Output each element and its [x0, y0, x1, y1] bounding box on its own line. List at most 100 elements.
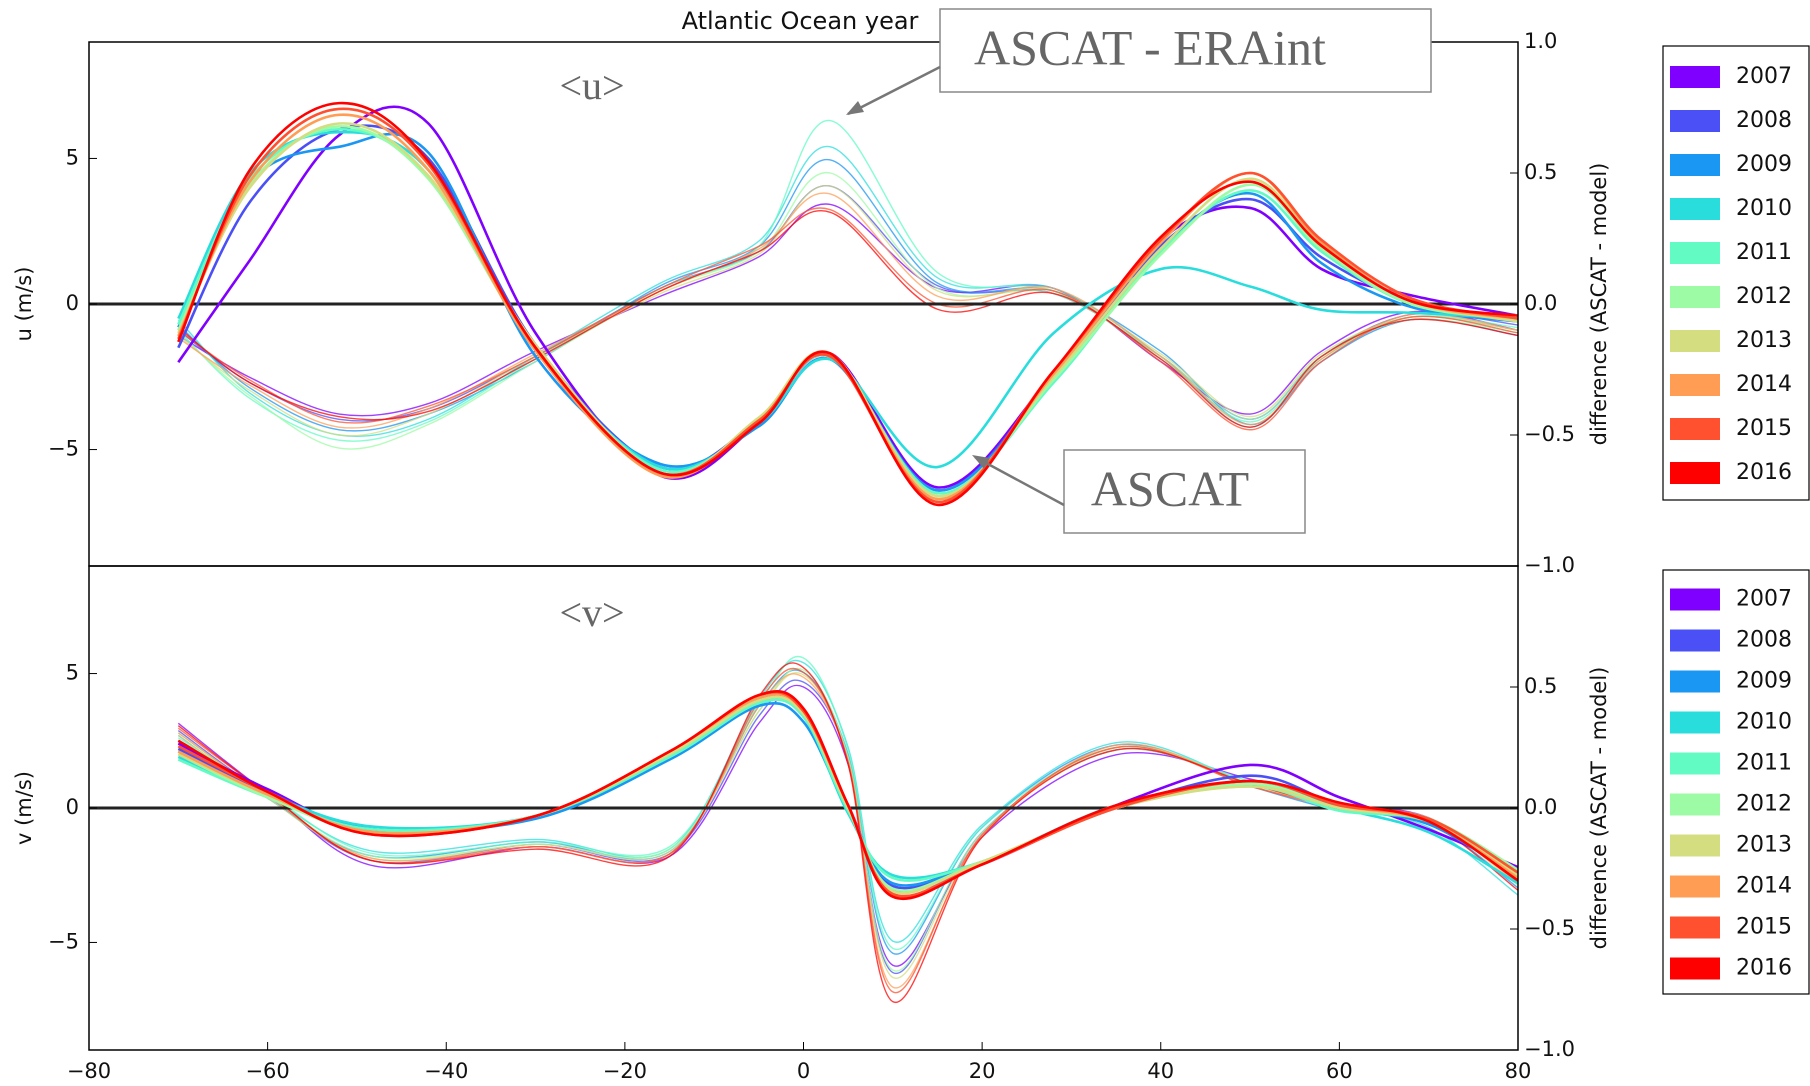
- series-line: [177, 207, 1518, 431]
- legend-swatch: [1670, 374, 1720, 396]
- y-axis-label: u (m/s): [12, 267, 36, 342]
- legend-swatch: [1670, 418, 1720, 440]
- legend-label: 2011: [1736, 240, 1792, 265]
- annotation: ASCAT - ERAint: [974, 19, 1326, 75]
- series-line: [177, 701, 1518, 887]
- series-line: [177, 107, 1518, 504]
- legend-swatch: [1670, 916, 1720, 939]
- y2-axis-label: difference (ASCAT - model): [1587, 667, 1611, 950]
- annotation: ASCAT: [1091, 460, 1249, 516]
- y2-tick-label: −1.0: [1524, 1037, 1575, 1061]
- legend-label: 2008: [1736, 108, 1792, 133]
- legend-label: 2013: [1736, 328, 1792, 353]
- series-line: [177, 185, 1518, 437]
- legend-label: 2009: [1736, 152, 1792, 177]
- legend-label: 2015: [1736, 915, 1792, 940]
- y2-tick-label: 0.5: [1524, 674, 1557, 698]
- y2-tick-label: −1.0: [1524, 553, 1575, 577]
- legend-label: 2014: [1736, 874, 1792, 899]
- legend-label: 2007: [1736, 64, 1792, 89]
- series-line: [177, 210, 1518, 428]
- series-line: [177, 192, 1518, 429]
- legend-label: 2015: [1736, 416, 1792, 441]
- annotation: <u>: [559, 63, 624, 108]
- arrow-head: [972, 455, 990, 469]
- legend-swatch: [1670, 286, 1720, 308]
- series-line: [177, 132, 1518, 492]
- y-tick-label: 0: [66, 291, 79, 315]
- plot-area: [89, 655, 1518, 1003]
- series-line: [177, 172, 1518, 450]
- series-line: [177, 105, 1518, 489]
- x-tick-label: −60: [245, 1059, 289, 1083]
- x-tick-label: −20: [603, 1059, 647, 1083]
- series-line: [177, 698, 1518, 882]
- arrow-head: [846, 101, 864, 115]
- legend-label: 2016: [1736, 460, 1792, 485]
- legend-label: 2016: [1736, 956, 1792, 981]
- annotation-arrow: [974, 455, 1065, 507]
- x-tick-label: −40: [424, 1059, 468, 1083]
- legend-swatch: [1670, 154, 1720, 176]
- series-line: [177, 119, 1518, 442]
- series-line: [177, 203, 1518, 417]
- y-tick-label: −5: [48, 929, 79, 953]
- legend-label: 2012: [1736, 284, 1792, 309]
- legend-swatch: [1670, 66, 1720, 88]
- legend-label: 2013: [1736, 833, 1792, 858]
- legend-label: 2011: [1736, 751, 1792, 776]
- y-tick-label: 5: [66, 661, 79, 685]
- annotation-arrow: [847, 65, 941, 116]
- series-line: [177, 684, 1518, 967]
- y-axis-label: v (m/s): [12, 771, 36, 845]
- y2-tick-label: 0.0: [1524, 291, 1557, 315]
- legend-swatch: [1670, 670, 1720, 693]
- y2-tick-label: 1.0: [1524, 29, 1557, 53]
- series-line: [177, 125, 1518, 498]
- series-line: [177, 159, 1518, 432]
- legend-label: 2010: [1736, 710, 1792, 735]
- y-tick-label: 0: [66, 795, 79, 819]
- legend-swatch: [1670, 957, 1720, 980]
- y2-tick-label: 0.5: [1524, 160, 1557, 184]
- x-tick-label: 20: [969, 1059, 996, 1083]
- series-line: [177, 669, 1518, 955]
- series-line: [177, 690, 1518, 898]
- legend-swatch: [1670, 198, 1720, 220]
- series-line: [177, 667, 1518, 972]
- legend-swatch: [1670, 793, 1720, 816]
- x-tick-label: 0: [797, 1059, 810, 1083]
- x-tick-label: −80: [67, 1059, 111, 1083]
- y2-tick-label: −0.5: [1524, 916, 1575, 940]
- legend-label: 2012: [1736, 792, 1792, 817]
- annotation-box: [939, 8, 1432, 93]
- x-tick-label: 60: [1326, 1059, 1353, 1083]
- legend-label: 2008: [1736, 628, 1792, 653]
- legend-swatch: [1670, 110, 1720, 132]
- legend-swatch: [1670, 834, 1720, 857]
- series-line: [177, 698, 1518, 885]
- series-line: [177, 672, 1518, 979]
- series-line: [177, 101, 1518, 507]
- legend-swatch: [1670, 588, 1720, 611]
- series-line: [177, 146, 1518, 437]
- legend-swatch: [1670, 875, 1720, 898]
- legend-swatch: [1670, 752, 1720, 775]
- series-line: [177, 130, 1518, 471]
- y-tick-label: 5: [66, 145, 79, 169]
- series-line: [177, 690, 1518, 901]
- y2-tick-label: 0.0: [1524, 795, 1557, 819]
- legend-swatch: [1670, 330, 1720, 352]
- y2-tick-label: −0.5: [1524, 422, 1575, 446]
- legend-swatch: [1670, 242, 1720, 264]
- legend-swatch: [1670, 462, 1720, 484]
- annotation-box: [1063, 449, 1306, 534]
- annotation: <v>: [559, 590, 624, 635]
- legend-label: 2010: [1736, 196, 1792, 221]
- chart-title: Atlantic Ocean year: [682, 7, 919, 35]
- legend-label: 2007: [1736, 587, 1792, 612]
- y2-axis-label: difference (ASCAT - model): [1587, 163, 1611, 446]
- legend-label: 2009: [1736, 669, 1792, 694]
